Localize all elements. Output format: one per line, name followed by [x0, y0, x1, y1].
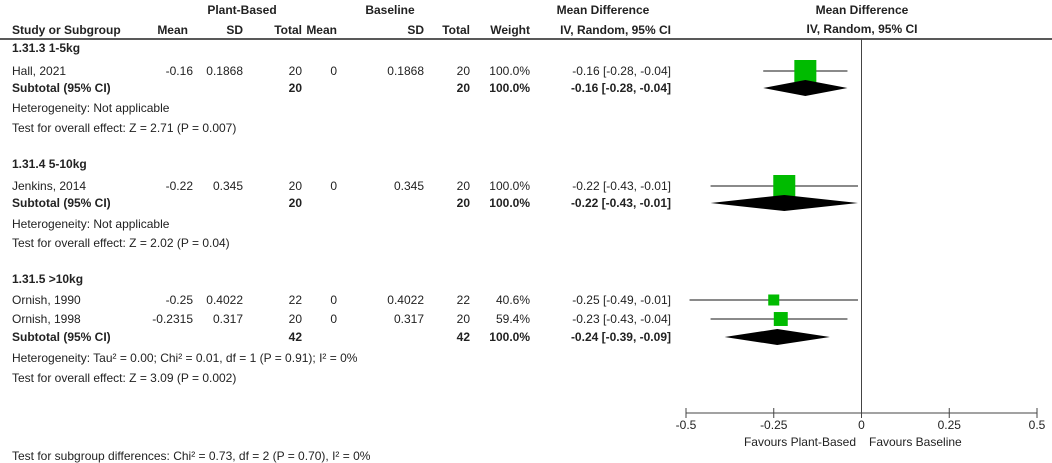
effect-table-header: Mean Difference: [556, 3, 650, 17]
study-ci: -0.16 [-0.28, -0.04]: [572, 64, 671, 78]
overall-effect-text: Test for overall effect: Z = 2.02 (P = 0…: [12, 236, 230, 250]
study-m1: -0.2315: [152, 312, 193, 326]
effect-plot-subheader: IV, Random, 95% CI: [806, 22, 918, 36]
x-tick-label: -0.25: [760, 418, 788, 432]
study-sd2: 0.4022: [387, 293, 424, 307]
heterogeneity-text: Heterogeneity: Not applicable: [12, 217, 170, 231]
subtotal-label: Subtotal (95% CI): [12, 81, 111, 95]
subgroup-differences-text: Test for subgroup differences: Chi² = 0.…: [12, 449, 371, 463]
study-weight: 40.6%: [495, 293, 530, 307]
heterogeneity-text: Heterogeneity: Not applicable: [12, 101, 170, 115]
subtotal-weight: 100.0%: [489, 81, 530, 95]
column-header: Total: [274, 23, 302, 37]
study-m1: -0.22: [165, 179, 193, 193]
subtotal-ci: -0.16 [-0.28, -0.04]: [570, 81, 671, 95]
x-tick-label: 0: [858, 418, 865, 432]
study-name: Hall, 2021: [12, 64, 67, 78]
study-name: Jenkins, 2014: [12, 179, 87, 193]
overall-effect-text: Test for overall effect: Z = 3.09 (P = 0…: [12, 371, 237, 385]
study-sd1: 0.345: [212, 179, 243, 193]
study-m2: 0: [330, 64, 337, 78]
subtotal-n2: 20: [456, 196, 470, 210]
subtotal-ci: -0.22 [-0.43, -0.01]: [570, 196, 671, 210]
study-name: Ornish, 1998: [12, 312, 81, 326]
study-m2: 0: [330, 293, 337, 307]
study-sd1: 0.4022: [206, 293, 243, 307]
column-header: IV, Random, 95% CI: [560, 23, 671, 37]
summary-diamond: [710, 195, 858, 211]
study-n2: 20: [456, 179, 470, 193]
study-n1: 22: [288, 293, 302, 307]
study-marker: [773, 312, 788, 326]
subtotal-label: Subtotal (95% CI): [12, 330, 111, 344]
overall-effect-text: Test for overall effect: Z = 2.71 (P = 0…: [12, 121, 237, 135]
study-marker: [794, 60, 817, 82]
x-tick-label: -0.5: [676, 418, 697, 432]
study-sd1: 0.1868: [206, 64, 243, 78]
study-m2: 0: [330, 179, 337, 193]
study-name: Ornish, 1990: [12, 293, 81, 307]
study-sd2: 0.1868: [387, 64, 424, 78]
subtotal-n1: 42: [288, 330, 302, 344]
study-m2: 0: [330, 312, 337, 326]
subtotal-label: Subtotal (95% CI): [12, 196, 111, 210]
subgroup-title: 1.31.5 >10kg: [12, 272, 84, 286]
study-n2: 20: [456, 64, 470, 78]
study-weight: 100.0%: [489, 179, 530, 193]
column-header: SD: [407, 23, 424, 37]
column-header: Weight: [490, 23, 530, 37]
subtotal-weight: 100.0%: [489, 330, 530, 344]
study-n1: 20: [288, 64, 302, 78]
study-sd1: 0.317: [212, 312, 243, 326]
study-sd2: 0.345: [393, 179, 424, 193]
study-ci: -0.23 [-0.43, -0.04]: [572, 312, 671, 326]
study-n1: 20: [288, 179, 302, 193]
column-header: Mean: [157, 23, 188, 37]
study-m1: -0.25: [165, 293, 193, 307]
study-weight: 100.0%: [489, 64, 530, 78]
subtotal-n1: 20: [288, 81, 302, 95]
column-header: Mean: [306, 23, 337, 37]
subgroup-title: 1.31.3 1-5kg: [12, 41, 81, 55]
heterogeneity-text: Heterogeneity: Tau² = 0.00; Chi² = 0.01,…: [12, 351, 358, 365]
subtotal-weight: 100.0%: [489, 196, 530, 210]
subgroup-title: 1.31.4 5-10kg: [12, 157, 87, 171]
summary-diamond: [724, 329, 830, 345]
subtotal-n2: 20: [456, 81, 470, 95]
study-marker: [768, 294, 780, 306]
study-n2: 20: [456, 312, 470, 326]
study-sd2: 0.317: [393, 312, 424, 326]
effect-plot-header: Mean Difference: [815, 3, 909, 17]
group1-header: Plant-Based: [207, 3, 277, 17]
study-m1: -0.16: [165, 64, 193, 78]
column-header: SD: [226, 23, 243, 37]
favours-right-label: Favours Baseline: [869, 435, 962, 449]
x-tick-label: 0.5: [1029, 418, 1046, 432]
x-tick-label: 0.25: [938, 418, 962, 432]
subtotal-n2: 42: [456, 330, 470, 344]
subtotal-n1: 20: [288, 196, 302, 210]
summary-diamond: [763, 80, 848, 96]
study-marker: [773, 175, 796, 197]
study-ci: -0.22 [-0.43, -0.01]: [572, 179, 671, 193]
study-weight: 59.4%: [495, 312, 530, 326]
subtotal-ci: -0.24 [-0.39, -0.09]: [570, 330, 671, 344]
column-header: Total: [442, 23, 470, 37]
favours-left-label: Favours Plant-Based: [743, 435, 856, 449]
column-header-study: Study or Subgroup: [12, 23, 121, 37]
study-n1: 20: [288, 312, 302, 326]
study-n2: 22: [456, 293, 470, 307]
study-ci: -0.25 [-0.49, -0.01]: [572, 293, 671, 307]
group2-header: Baseline: [365, 3, 415, 17]
